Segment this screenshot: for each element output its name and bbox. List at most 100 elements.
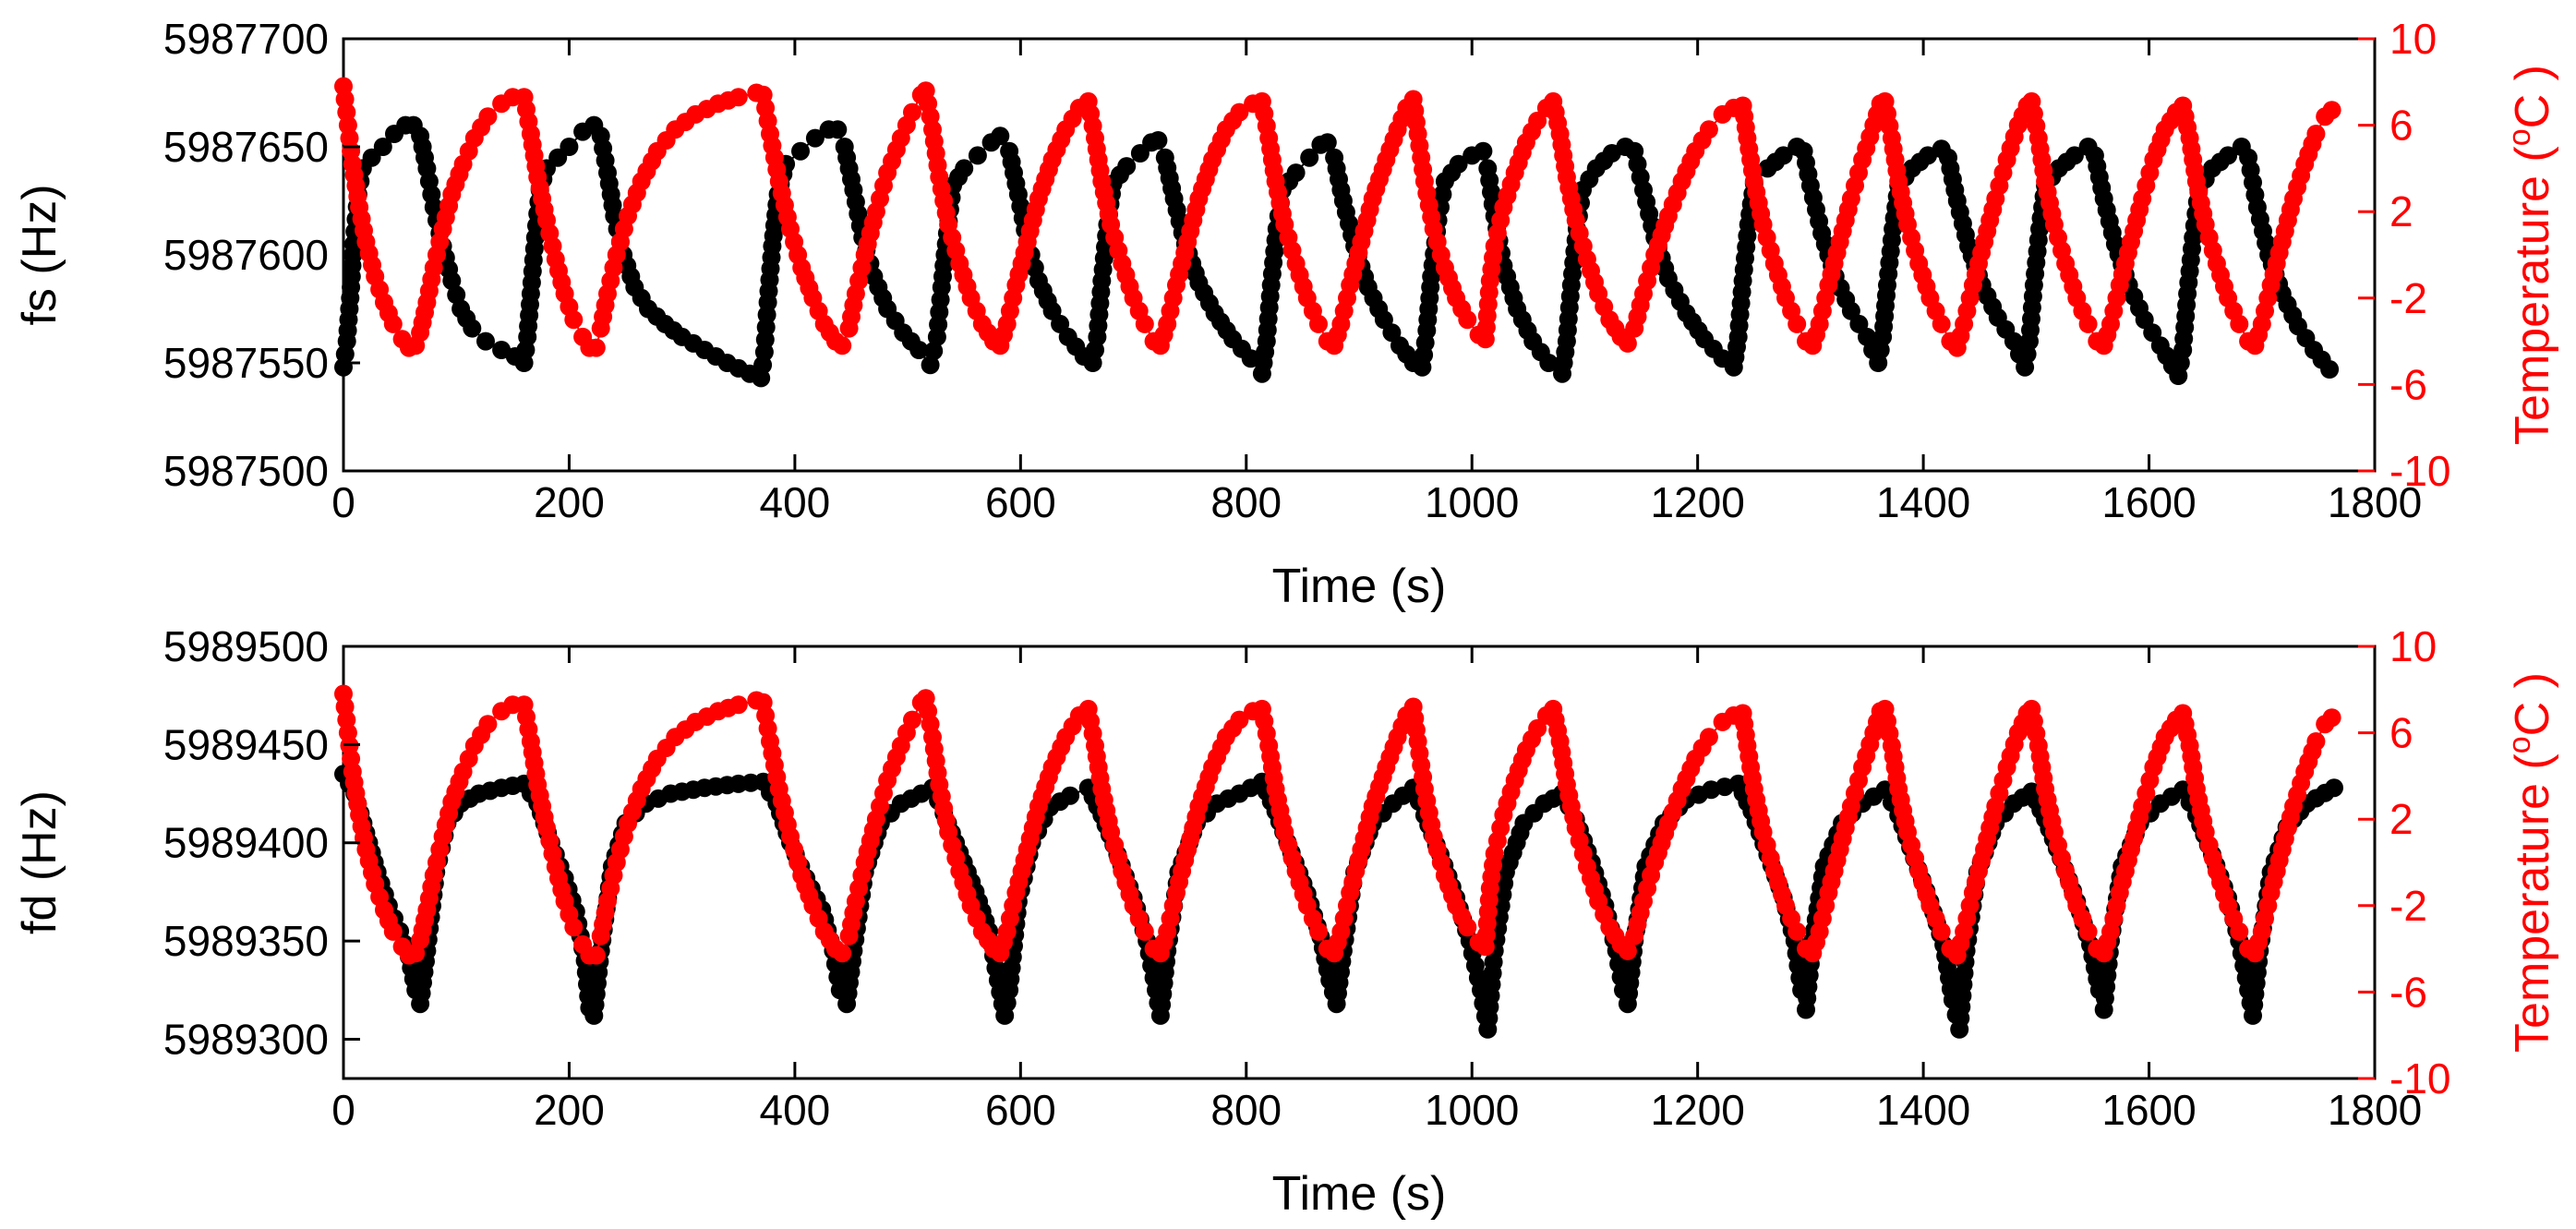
data-point xyxy=(903,710,921,729)
data-point xyxy=(1458,918,1477,937)
x-axis-title: Time (s) xyxy=(1272,1167,1447,1221)
data-point xyxy=(1061,786,1080,805)
y-axis-title: fs (Hz) xyxy=(13,184,66,325)
y-tick-label: 5989300 xyxy=(163,1015,329,1063)
y2-tick-label: 10 xyxy=(2389,622,2437,670)
data-point xyxy=(1528,111,1547,130)
x-tick-label: 200 xyxy=(534,478,605,526)
data-point xyxy=(903,102,921,122)
data-point xyxy=(1699,120,1718,139)
data-point xyxy=(955,159,974,178)
y2-axis-title: Temperature (oC ) xyxy=(2502,672,2559,1053)
data-point xyxy=(383,922,403,941)
plot-frame xyxy=(342,645,2377,1080)
data-point xyxy=(1474,141,1493,161)
x-axis-title: Time (s) xyxy=(1272,560,1447,613)
data-point xyxy=(1458,310,1477,330)
data-point xyxy=(1135,922,1154,941)
data-point xyxy=(2320,360,2340,379)
y2-tick-label: 6 xyxy=(2389,102,2413,150)
y2-axis-title-superscript: o xyxy=(2502,736,2537,753)
data-point xyxy=(728,88,748,107)
y-axis-title: fd (Hz) xyxy=(13,790,66,934)
x-tick-label: 1800 xyxy=(2328,478,2422,526)
x-tick-label: 0 xyxy=(331,478,355,526)
data-point xyxy=(2306,732,2326,751)
y2-axis-title: Temperature (oC ) xyxy=(2502,65,2559,445)
data-point xyxy=(921,355,940,375)
y-tick-label: 5987550 xyxy=(163,339,329,387)
y2-tick-label: -10 xyxy=(2389,447,2450,495)
data-point xyxy=(1528,718,1547,738)
data-point xyxy=(1230,710,1249,729)
y2-tick-label: 2 xyxy=(2389,795,2413,843)
data-point xyxy=(828,120,848,139)
tick-group: 0 200 400 600 800 1000 1200 1400 1600 1800 5989300… xyxy=(163,622,2451,1134)
x-tick-label: 600 xyxy=(985,1086,1056,1134)
data-point xyxy=(2325,778,2343,798)
data-point xyxy=(1300,148,1319,167)
data-point xyxy=(2230,922,2249,941)
series-temperature-group xyxy=(334,684,2341,965)
y2-axis-title-superscript: o xyxy=(2502,128,2537,146)
y-tick-label: 5987500 xyxy=(163,447,329,495)
data-point xyxy=(1135,314,1154,333)
data-point xyxy=(1149,131,1168,150)
data-point xyxy=(463,319,482,338)
y2-tick-label: 6 xyxy=(2389,709,2413,757)
data-point xyxy=(1618,941,1637,960)
data-point xyxy=(2322,101,2341,120)
data-point xyxy=(478,715,498,734)
data-point xyxy=(909,341,929,359)
series-temperature-group xyxy=(334,77,2341,357)
data-point xyxy=(833,944,852,963)
y2-tick-label: -2 xyxy=(2389,274,2427,322)
x-tick-label: 1000 xyxy=(1425,1086,1519,1134)
x-tick-label: 800 xyxy=(1210,478,1282,526)
data-point xyxy=(560,138,579,156)
y-tick-label: 5987650 xyxy=(163,123,329,171)
y-tick-label: 5989400 xyxy=(163,819,329,867)
x-tick-label: 1600 xyxy=(2101,1086,2196,1134)
data-point xyxy=(728,695,748,715)
chart-panel-fs: 0 200 400 600 800 1000 1200 1400 1600 1800 5987500… xyxy=(13,15,2559,613)
x-tick-label: 1800 xyxy=(2328,1086,2422,1134)
data-point xyxy=(1230,102,1249,122)
data-point xyxy=(442,271,462,291)
data-point xyxy=(2078,314,2098,333)
data-point xyxy=(791,141,810,161)
data-point xyxy=(1788,314,1807,333)
data-point xyxy=(924,342,944,361)
x-tick-label: 400 xyxy=(760,478,831,526)
data-point xyxy=(805,128,825,148)
y2-axis-title-unit: C ) xyxy=(2506,65,2559,128)
tick-group: 0 200 400 600 800 1000 1200 1400 1600 1800 5987500… xyxy=(163,15,2451,526)
x-tick-label: 200 xyxy=(534,1086,605,1134)
y-tick-label: 5987600 xyxy=(163,231,329,279)
data-point xyxy=(2306,125,2326,143)
y2-axis-title-unit: C ) xyxy=(2506,672,2559,736)
y2-tick-label: -2 xyxy=(2389,882,2427,930)
data-point xyxy=(2322,708,2341,728)
y-tick-label: 5989350 xyxy=(163,917,329,965)
data-point xyxy=(2064,146,2084,165)
data-point xyxy=(586,946,606,965)
data-point xyxy=(2078,922,2098,941)
x-tick-label: 800 xyxy=(1210,1086,1282,1134)
y2-tick-label: -10 xyxy=(2389,1054,2450,1102)
data-point xyxy=(586,338,606,357)
y2-tick-label: 2 xyxy=(2389,187,2413,235)
data-point xyxy=(1788,922,1807,941)
data-point xyxy=(1309,922,1328,941)
data-point xyxy=(1449,154,1468,174)
data-point xyxy=(1932,922,1951,941)
data-point xyxy=(2230,314,2249,333)
data-point xyxy=(383,314,403,333)
x-tick-label: 1600 xyxy=(2101,478,2196,526)
x-tick-label: 1400 xyxy=(1876,1086,1970,1134)
data-point xyxy=(1286,163,1306,183)
data-point xyxy=(1932,314,1951,333)
data-point xyxy=(476,331,495,351)
x-tick-label: 1200 xyxy=(1650,478,1744,526)
